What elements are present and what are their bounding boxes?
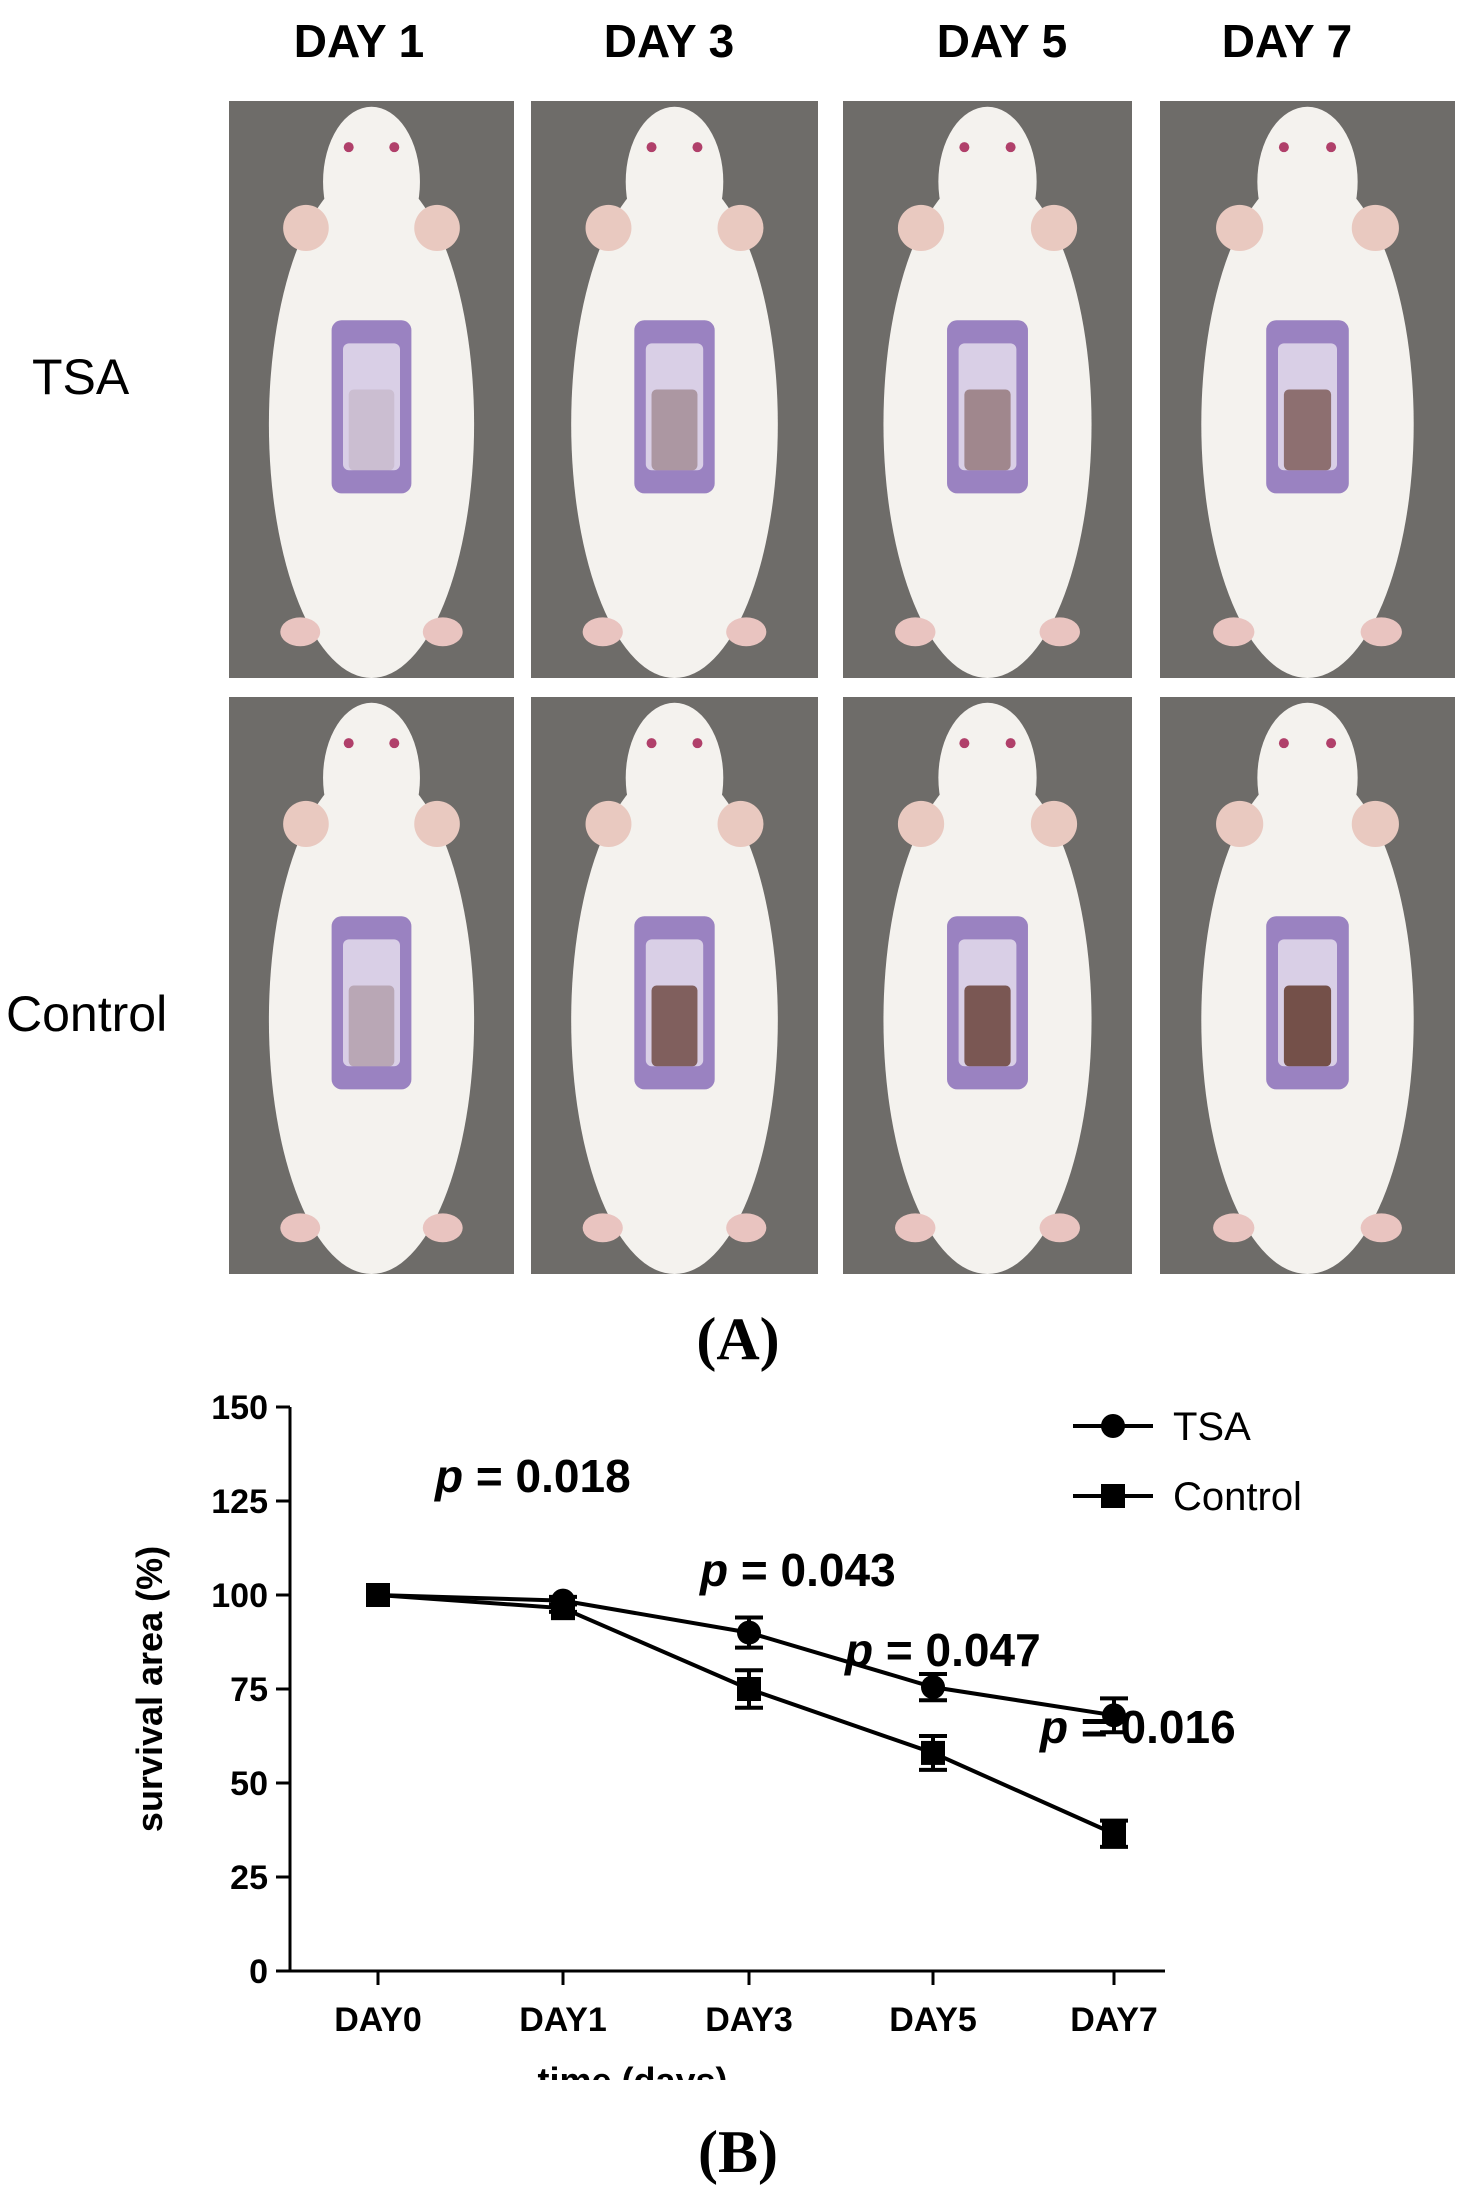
data-point-tsa	[921, 1675, 945, 1700]
column-label-day5: DAY 5	[936, 15, 1068, 67]
y-tick-label: 50	[230, 1765, 268, 1803]
column-label-day1: DAY 1	[293, 15, 425, 67]
legend-marker-tsa	[1101, 1414, 1125, 1438]
row-label-control: Control	[6, 986, 168, 1042]
data-point-control	[366, 1583, 390, 1607]
mouse-photo-control-day1	[229, 697, 514, 1274]
panel-label-a: (A)	[696, 1306, 780, 1372]
mouse-photo-control-day5	[843, 697, 1132, 1274]
p-value-annotation: p = 0.043	[698, 1544, 896, 1596]
column-label-day7: DAY 7	[1221, 15, 1353, 67]
data-point-control	[921, 1740, 945, 1765]
panel-label-b: (B)	[698, 2119, 778, 2185]
data-point-control	[551, 1596, 575, 1621]
p-value-annotation: p = 0.047	[843, 1624, 1041, 1676]
legend-label-control: Control	[1173, 1475, 1302, 1519]
survival-area-chart: 0 25 50 75 100 125 150 DAY0 DAY1 DAY3 DAY5 DAY7 time…	[129, 1389, 1302, 2080]
y-tick-label: 150	[211, 1389, 268, 1427]
x-tick-label: DAY1	[519, 2001, 607, 2039]
data-point-control	[1102, 1821, 1126, 1846]
p-value-annotation: p = 0.016	[1038, 1701, 1236, 1753]
y-tick-label: 100	[211, 1577, 268, 1615]
legend-label-tsa: TSA	[1173, 1405, 1251, 1449]
x-tick-label: DAY5	[889, 2001, 977, 2039]
x-tick-label: DAY7	[1070, 2001, 1158, 2039]
column-label-day3: DAY 3	[603, 15, 735, 67]
y-tick-label: 75	[230, 1671, 268, 1709]
data-point-tsa	[1102, 1703, 1126, 1728]
mouse-photo-tsa-day3	[531, 101, 818, 678]
x-axis-title: time (days)	[537, 2060, 727, 2080]
p-value-annotation: p = 0.018	[433, 1450, 631, 1502]
mouse-photo-tsa-day5	[843, 101, 1132, 678]
y-tick-label: 125	[211, 1483, 268, 1521]
mouse-photo-control-day7	[1160, 697, 1455, 1274]
mouse-photo-tsa-day1	[229, 101, 514, 678]
row-label-tsa: TSA	[32, 349, 130, 405]
x-tick-label: DAY3	[705, 2001, 793, 2039]
x-tick-label: DAY0	[334, 2001, 422, 2039]
mouse-photo-tsa-day7	[1160, 101, 1455, 678]
data-point-control	[737, 1677, 761, 1701]
legend-marker-control	[1101, 1484, 1125, 1508]
y-axis-title: survival area (%)	[129, 1546, 170, 1832]
data-point-tsa	[737, 1620, 761, 1645]
y-tick-label: 25	[230, 1859, 268, 1897]
y-tick-label: 0	[249, 1953, 268, 1991]
mouse-photo-control-day3	[531, 697, 818, 1274]
